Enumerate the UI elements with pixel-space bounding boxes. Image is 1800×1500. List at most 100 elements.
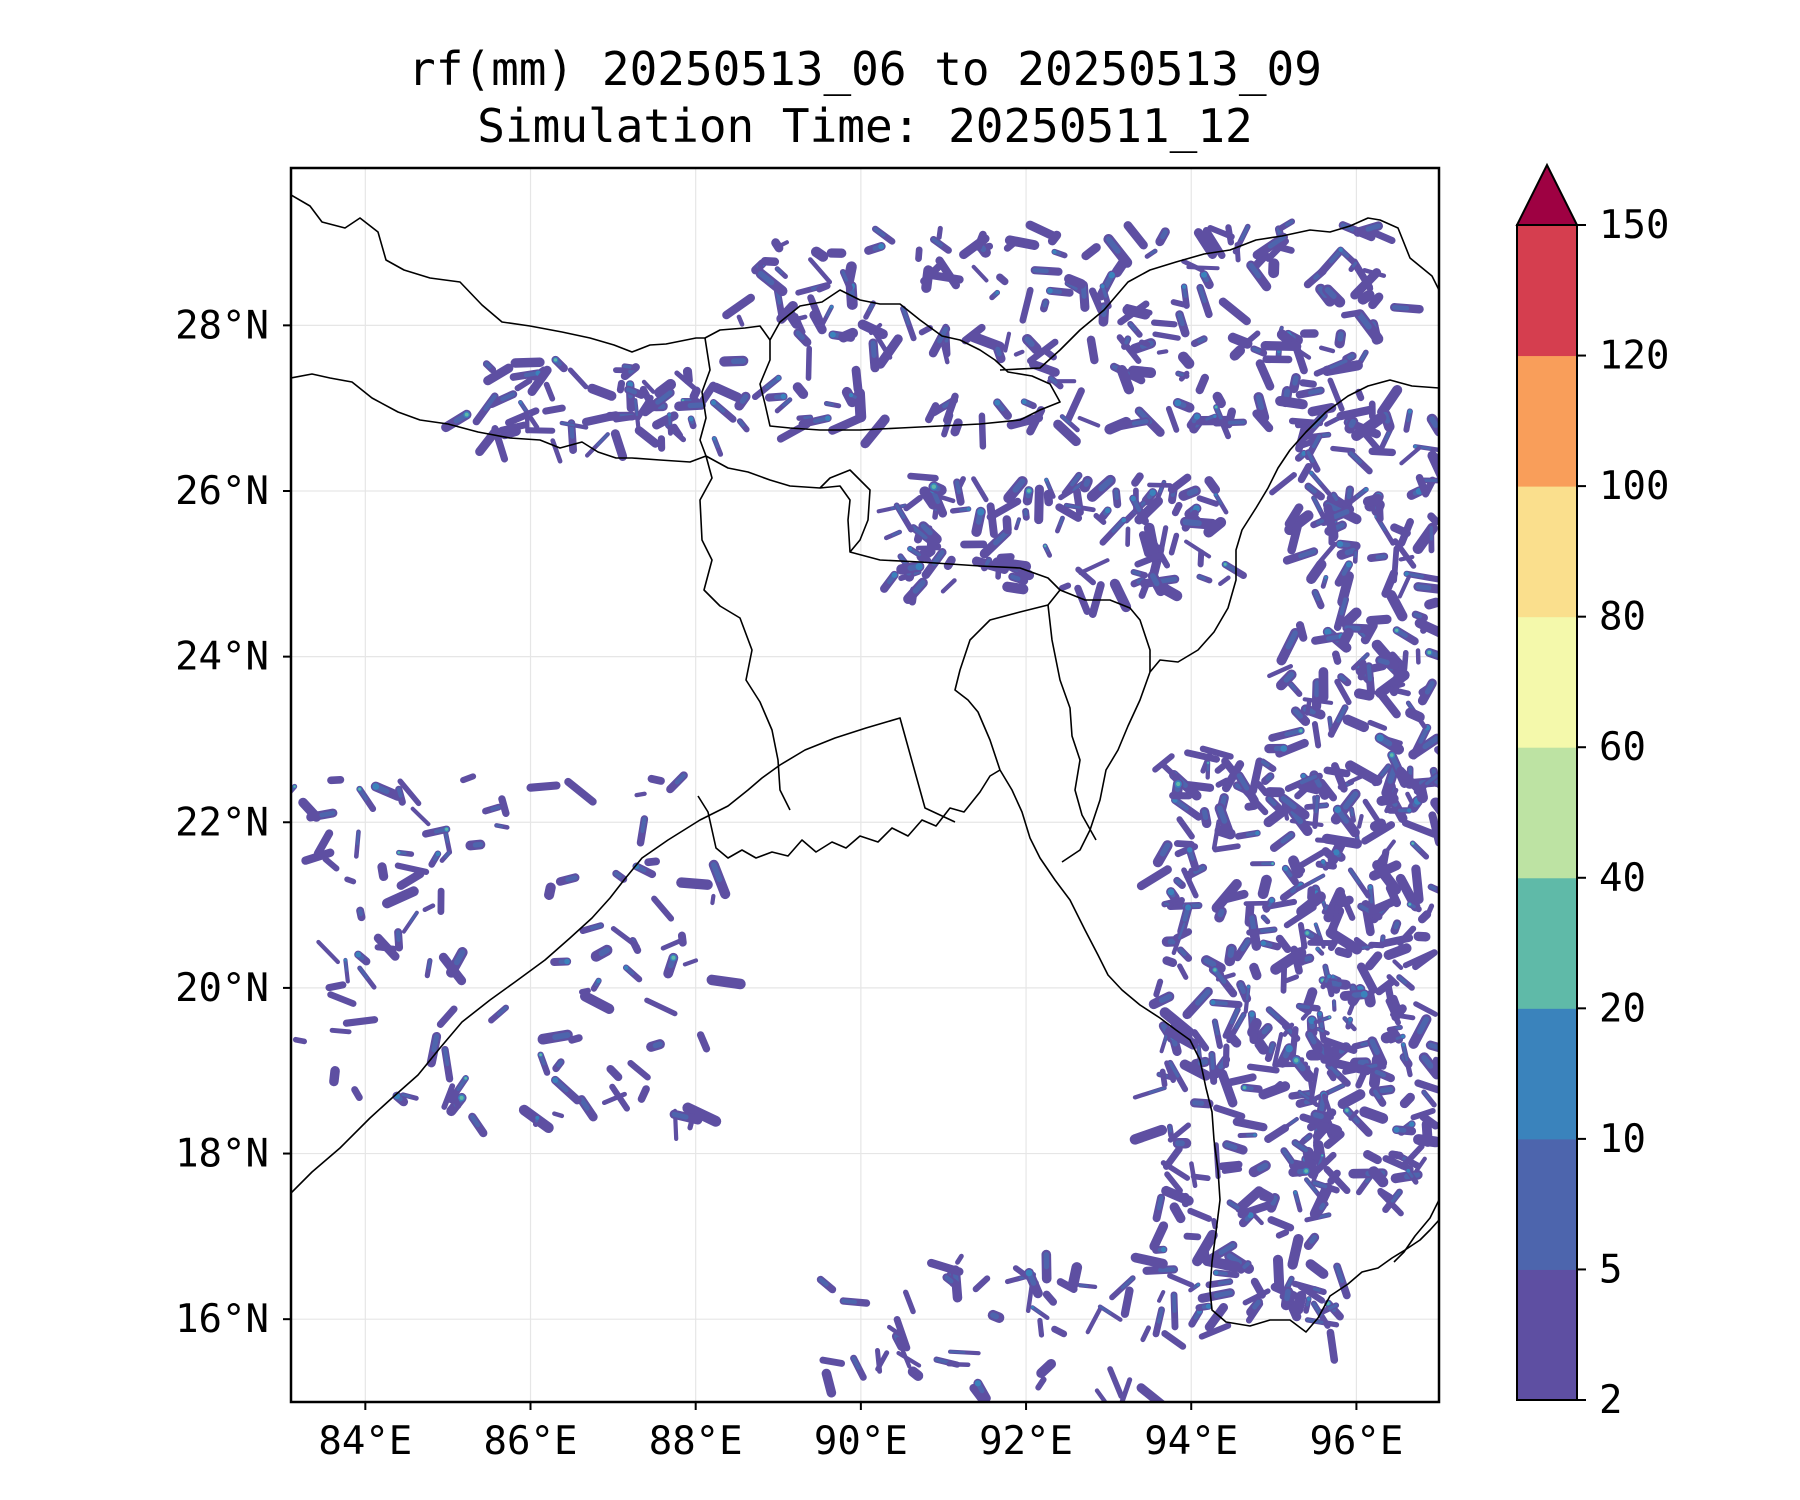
colorbar-tick-label: 80 <box>1599 595 1646 640</box>
rain-cell <box>634 426 660 448</box>
rain-cell <box>1221 889 1249 904</box>
rain-cell <box>1303 987 1318 1010</box>
rain-cell-5 <box>443 1047 450 1067</box>
rain-cell-5 <box>1064 503 1082 509</box>
rain-cell-5 <box>1111 518 1126 534</box>
rain-cell <box>342 1016 379 1027</box>
rain-cell-20 <box>1304 1169 1309 1173</box>
rain-cell-10 <box>1025 1269 1033 1277</box>
rain-cell <box>1259 1194 1273 1203</box>
rain-cell-5 <box>1351 261 1358 268</box>
rain-cell <box>1334 678 1352 706</box>
rain-cell-10 <box>1167 888 1175 896</box>
rain-cell <box>677 931 687 947</box>
rain-cell-5 <box>1224 1142 1238 1150</box>
rain-cell-5 <box>1242 1261 1250 1269</box>
rain-cell <box>510 357 545 368</box>
rain-cell-5 <box>993 529 1010 546</box>
rain-cell <box>374 944 397 952</box>
rain-cell <box>1255 359 1275 391</box>
rain-cell <box>1161 1185 1194 1206</box>
rain-cell <box>1434 746 1439 756</box>
rain-cell <box>1284 503 1304 529</box>
rain-cell <box>550 438 563 464</box>
rain-cell-5 <box>1131 570 1141 576</box>
colorbar-tick-label: 40 <box>1599 856 1646 901</box>
rain-cell <box>1138 531 1152 558</box>
rain-cell-5 <box>1350 807 1354 817</box>
rain-cell <box>1357 289 1375 305</box>
rain-cell-5 <box>1198 285 1207 304</box>
rain-cell-5 <box>1329 980 1342 987</box>
rain-cell-10 <box>1161 1246 1167 1253</box>
rain-cell <box>1295 621 1308 642</box>
rain-cell <box>972 1275 991 1293</box>
rain-cell-5 <box>1174 878 1182 886</box>
rain-cell-10 <box>1401 1042 1406 1047</box>
rain-cell <box>1159 1007 1194 1038</box>
rain-cell-10 <box>1407 409 1412 414</box>
rain-cell-5 <box>1293 1140 1308 1153</box>
rain-cell-5 <box>1285 630 1298 650</box>
rain-cell <box>1116 334 1142 364</box>
rain-cell <box>1191 1029 1210 1052</box>
rain-cell <box>875 1350 890 1372</box>
rain-cell-5 <box>1267 1007 1281 1020</box>
rain-cell-10 <box>1200 271 1208 278</box>
rain-cell-10 <box>711 400 716 406</box>
rain-cell <box>1401 819 1438 838</box>
rain-cell-5 <box>1060 415 1072 425</box>
rain-cell <box>1143 522 1161 563</box>
rain-cell <box>1351 412 1387 441</box>
rain-cell <box>1131 472 1144 487</box>
rain-cell <box>1289 1026 1299 1062</box>
rain-cell <box>1002 581 1029 595</box>
rain-cell <box>606 1064 623 1082</box>
rain-cell-10 <box>564 958 570 965</box>
rain-cell-5 <box>1156 1195 1164 1211</box>
rain-cell-5 <box>1195 988 1211 1006</box>
rain-cell-5 <box>1284 1288 1291 1302</box>
rain-cell-5 <box>1150 573 1160 587</box>
rain-cell-10 <box>1100 284 1105 289</box>
rain-cell <box>1417 910 1432 924</box>
rain-cell <box>1419 1112 1439 1130</box>
rain-cell <box>1221 1166 1243 1174</box>
rain-cell-5 <box>1333 522 1345 531</box>
rain-cell-10 <box>1187 847 1193 853</box>
rain-cell <box>1136 1383 1166 1402</box>
rain-cell-5 <box>483 394 497 411</box>
rain-cell-5 <box>1201 809 1209 821</box>
rain-cell <box>1161 1330 1187 1350</box>
rain-cell <box>627 1059 651 1081</box>
rain-cell-10 <box>1324 628 1332 636</box>
rain-cell-5 <box>1120 1276 1135 1290</box>
rain-cell <box>1156 349 1169 355</box>
rain-cell-5 <box>1342 791 1359 810</box>
rain-cell <box>1356 962 1378 994</box>
rain-cell-5 <box>1314 795 1319 814</box>
rain-cell-5 <box>356 830 360 846</box>
colorbar-tick-label: 5 <box>1599 1247 1622 1292</box>
rain-cell-10 <box>829 331 836 338</box>
rain-cell-5 <box>775 267 783 275</box>
rain-cell <box>1168 532 1180 556</box>
rain-cell-10 <box>1260 940 1266 946</box>
rain-cell <box>1348 1109 1359 1121</box>
rain-cell-5 <box>1379 1086 1394 1094</box>
rain-cell <box>1297 462 1313 484</box>
lat-tick-label: 24°N <box>175 635 269 680</box>
rain-cell-5 <box>1248 262 1262 279</box>
rain-cell <box>1036 1358 1057 1379</box>
rain-cell <box>915 246 923 262</box>
rain-cell <box>1318 345 1336 354</box>
rain-cell-5 <box>1422 1090 1431 1100</box>
rain-cell <box>1053 419 1081 447</box>
rain-cell-10 <box>1149 489 1156 496</box>
rain-cell-5 <box>490 805 501 811</box>
rain-cell-5 <box>1375 554 1387 560</box>
rain-cell <box>1217 1069 1238 1108</box>
rain-cell-5 <box>1311 434 1321 449</box>
rain-cell <box>1094 1388 1107 1402</box>
rain-cell <box>581 411 620 427</box>
